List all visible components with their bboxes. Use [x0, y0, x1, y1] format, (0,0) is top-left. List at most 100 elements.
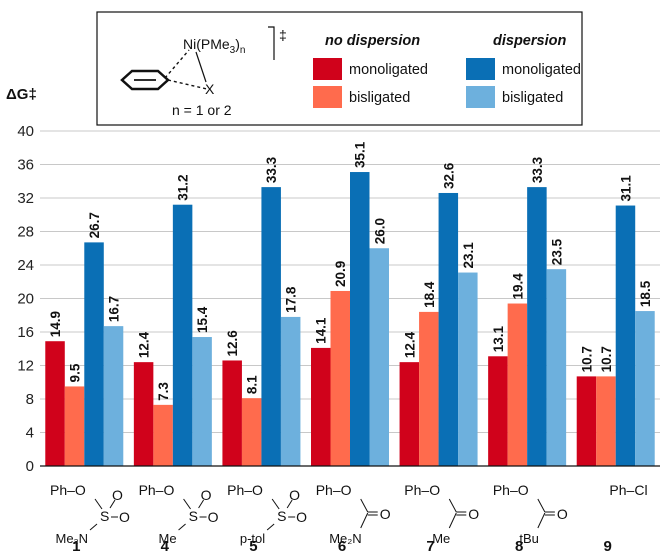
bar: [84, 242, 104, 466]
compound-number: 5: [249, 538, 257, 551]
value-label: 13.1: [491, 326, 506, 353]
value-label: 31.2: [176, 174, 191, 200]
compound-number: 6: [338, 538, 346, 551]
value-label: 12.6: [225, 330, 240, 357]
bar: [64, 386, 85, 466]
substrate-text: S: [277, 508, 286, 524]
bar: [192, 337, 212, 466]
legend-swatch-no-dispersion-bisligated: [313, 86, 342, 108]
substrate-text: O: [289, 487, 300, 503]
legend-label-no-dispersion-monoligated: monoligated: [349, 62, 428, 78]
bar: [527, 187, 547, 467]
compound-number: 8: [515, 538, 523, 551]
value-label: 12.4: [137, 331, 152, 358]
substrate-structure: Ph–Cl: [609, 482, 647, 498]
bar: [369, 248, 389, 466]
y-tick-label: 12: [17, 358, 34, 375]
substrate-text: O: [112, 487, 123, 503]
value-label: 8.1: [245, 375, 260, 394]
legend-header-dispersion: dispersion: [493, 33, 566, 49]
value-label: 10.7: [579, 346, 594, 372]
bar: [399, 362, 420, 466]
y-tick-label: 4: [26, 425, 34, 442]
bar: [488, 356, 508, 466]
value-label: 14.1: [314, 317, 329, 344]
bar: [241, 398, 262, 466]
substrate-text: Ph–Cl: [609, 482, 647, 498]
substrate-text: Ph–O: [493, 482, 529, 498]
substrate-text: S: [100, 508, 109, 524]
y-tick-label: 0: [26, 458, 34, 475]
bar: [172, 204, 193, 466]
y-tick-label: 8: [26, 391, 34, 408]
bar: [311, 347, 331, 466]
value-label: 33.3: [264, 156, 279, 183]
value-label: 32.6: [441, 162, 456, 189]
bar: [350, 172, 370, 466]
bar: [458, 272, 478, 466]
y-tick-label: 32: [17, 190, 34, 207]
transition-state-dagger: ‡: [279, 27, 287, 43]
substrate-text: Ph–O: [316, 482, 352, 498]
y-tick-labels: 0 4 8 12 16 20 24 28 32 36 40: [17, 123, 34, 475]
bar: [103, 326, 124, 466]
substrate-structure: Ph–O SOO Me₂N: [50, 482, 130, 546]
substrate-text: Me₂N: [329, 531, 362, 546]
legend-swatch-no-dispersion-monoligated: [313, 58, 342, 80]
bar: [280, 316, 301, 466]
bar: [438, 192, 459, 466]
value-label: 18.4: [422, 281, 437, 308]
legend-header-no-dispersion: no dispersion: [325, 33, 420, 49]
bar: [507, 303, 528, 466]
compound-numbers: 1 4 5 6 7 8 9: [72, 538, 612, 551]
legend-label-dispersion-bisligated: bisligated: [502, 90, 563, 106]
value-label: 20.9: [333, 261, 348, 287]
value-label: 31.1: [618, 175, 633, 202]
legend-label-dispersion-monoligated: monoligated: [502, 62, 581, 78]
value-label: 18.5: [638, 280, 653, 307]
y-tick-label: 16: [17, 324, 34, 341]
value-label: 10.7: [599, 346, 614, 372]
substrate-text: O: [380, 506, 391, 522]
substrate-text: Me₂N: [56, 531, 89, 546]
value-label: 19.4: [510, 273, 525, 300]
value-label: 9.5: [68, 363, 83, 382]
y-tick-label: 24: [17, 257, 34, 274]
substrate-text: Me: [159, 531, 177, 546]
substrate-text: Ph–O: [404, 482, 440, 498]
substrate-text: O: [201, 487, 212, 503]
value-label: 12.4: [402, 331, 417, 358]
substrate-structure: Ph–O O Me₂N: [316, 482, 391, 546]
ni-complex-structure: Ni(PMe3)n ‡ X n = 1 or 2: [120, 26, 287, 118]
compound-number: 1: [72, 538, 80, 551]
substrate-text: Ph–O: [227, 482, 263, 498]
value-labels: 14.9 9.5 26.7 16.7 12.4 7.3 31.2 15.4 12.6 8.1 33.…: [48, 141, 653, 401]
value-label: 26.0: [372, 218, 387, 244]
value-label: 23.5: [549, 238, 564, 265]
value-label: 23.1: [461, 242, 476, 269]
y-tick-label: 20: [17, 291, 34, 308]
substrate-text: tBu: [519, 531, 539, 546]
substrate-text: p-tol: [240, 531, 265, 546]
y-axis-label: ΔG‡: [6, 86, 37, 103]
bar: [222, 360, 242, 466]
bar: [419, 311, 439, 466]
substrate-text: Ph–O: [50, 482, 86, 498]
bar: [133, 362, 154, 466]
complex-n-note: n = 1 or 2: [172, 102, 232, 118]
legend-label-no-dispersion-bisligated: bisligated: [349, 90, 410, 106]
y-tick-label: 40: [17, 123, 34, 140]
compound-number: 7: [426, 538, 434, 551]
complex-metal-label: Ni(PMe3)n: [183, 36, 245, 56]
value-label: 7.3: [156, 382, 171, 401]
substrate-text: Me: [432, 531, 450, 546]
substrate-text: O: [296, 509, 307, 525]
value-label: 26.7: [87, 212, 102, 238]
legend-swatch-dispersion-bisligated: [466, 86, 495, 108]
bar: [153, 404, 173, 466]
bar: [615, 205, 636, 466]
substrate-text: Ph–O: [139, 482, 175, 498]
